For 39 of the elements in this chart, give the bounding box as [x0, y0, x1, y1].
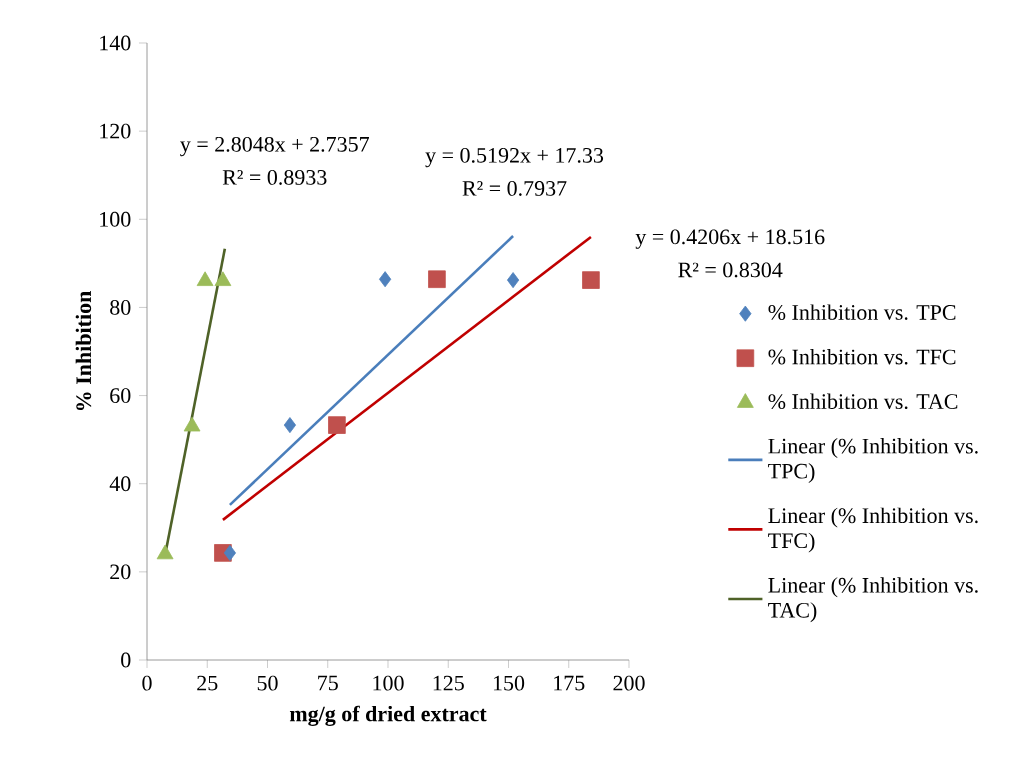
x-tick-label: 25	[197, 675, 218, 691]
text: R² = 0.8304	[678, 262, 783, 278]
x-tick-label: 75	[318, 675, 338, 691]
x-tick-label: 0	[142, 675, 152, 691]
point	[506, 272, 520, 289]
y-tick-label: 80	[110, 300, 131, 315]
point	[156, 544, 174, 560]
point	[428, 270, 446, 289]
annotation: y = 0.5192x + 17.33	[425, 147, 604, 168]
x-axis-title: mg/g of dried extract	[289, 705, 487, 726]
x-tick-label: 125	[433, 675, 464, 691]
y-tick-label: 60	[110, 388, 131, 403]
point	[223, 544, 237, 561]
x-tick-label: 175	[554, 675, 585, 691]
legend-label: Linear (% Inhibition vs. TFC)	[768, 507, 978, 553]
point	[379, 271, 392, 288]
y-axis-title: % Inhibition	[75, 291, 92, 411]
legend-label: % Inhibition vs. TPC	[768, 304, 956, 320]
x-tick-label: 100	[373, 675, 404, 691]
y-tick-label: 120	[100, 123, 131, 139]
y-tick-label: 100	[100, 211, 131, 227]
legend-label: % Inhibition vs. TAC	[768, 393, 958, 410]
y-tick-label: 0	[121, 652, 131, 668]
point	[283, 417, 297, 434]
x-tick-label: 150	[493, 675, 525, 691]
text: y = 0.4206x + 18.516	[635, 229, 825, 249]
x-tick-label: 50	[257, 675, 278, 691]
point	[328, 416, 346, 434]
annotation: R² = 0.7937	[462, 180, 567, 196]
y-tick-label: 20	[110, 564, 131, 580]
legend-label: % Inhibition vs. TFC	[768, 348, 956, 365]
point	[582, 271, 600, 289]
legend-label: Linear (% Inhibition vs. TAC)	[768, 577, 978, 623]
y-tick-label: 140	[100, 35, 131, 51]
annotation: R² = 0.8933	[222, 169, 327, 185]
legend-label: Linear (% Inhibition vs. TPC)	[768, 438, 978, 484]
x-tick-label: 200	[613, 675, 645, 691]
annotation: y = 2.8048x + 2.7357	[180, 136, 369, 157]
y-tick-label: 40	[109, 476, 131, 492]
